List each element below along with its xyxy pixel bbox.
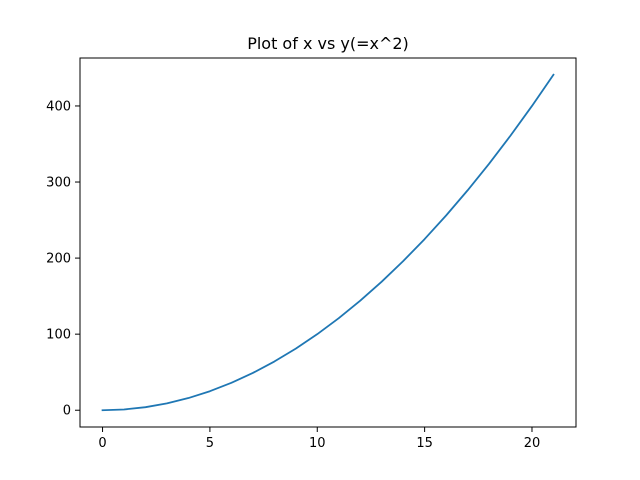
y-tick-label: 100 [46,328,71,343]
y-tick-label: 200 [46,252,71,267]
y-tick-label: 0 [63,404,71,419]
x-tick-label: 5 [206,436,214,451]
series-line [101,73,555,412]
y-axis: 0 100 200 300 400 [46,99,80,419]
y-tick-label: 300 [46,176,71,191]
x-tick-label: 15 [416,436,433,451]
x-tick-label: 20 [524,436,541,451]
y-tick-label: 400 [46,99,71,114]
x-tick-label: 10 [309,436,326,451]
x-axis: 0 5 10 15 20 [98,427,540,451]
axes-frame [79,57,577,428]
series-layer [101,73,555,412]
x-tick-label: 0 [98,436,106,451]
chart-title: Plot of x vs y(=x^2) [247,34,409,53]
